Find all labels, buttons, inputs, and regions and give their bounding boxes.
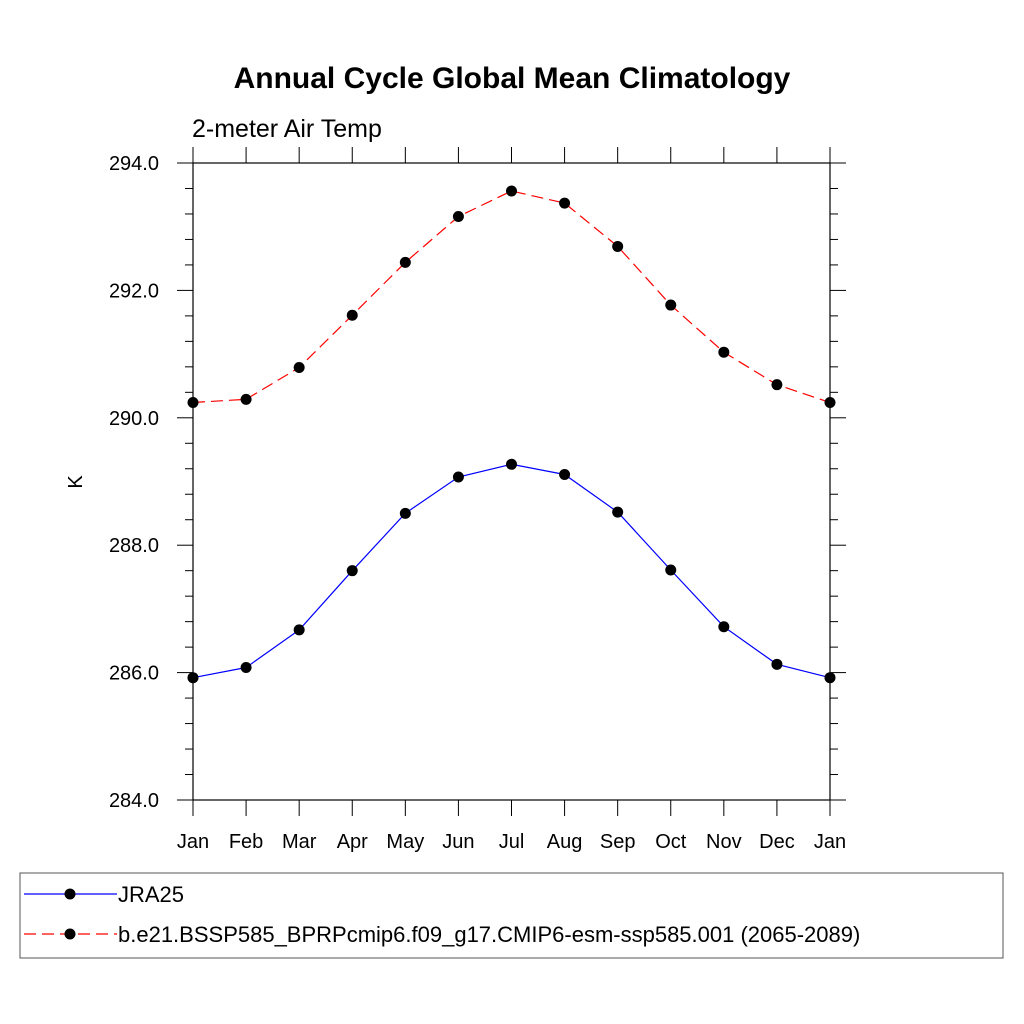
data-point-marker [612,506,624,518]
data-point-marker [187,397,199,409]
data-point-marker [293,624,305,636]
data-point-marker [506,185,517,197]
data-point-marker [559,197,571,209]
x-tick-label: Jan [177,831,209,853]
axis-ticks: 284.0 286.0 288.0 290.0 292.0 294.0 Jan Feb Mar A… [109,147,846,853]
x-tick-label: May [386,831,424,853]
series-cmip6-ssp585 [187,185,836,409]
x-tick-label: Nov [706,831,742,853]
data-point-marker [240,662,252,674]
x-tick-label: Mar [282,831,317,853]
legend-marker [64,928,76,940]
data-point-marker [718,346,730,358]
legend: JRA25 b.e21.BSSP585_BPRPcmip6.f09_g17.CMI… [19,872,1004,959]
data-point-marker [612,240,624,252]
y-axis-label: K [65,475,87,489]
legend-box [19,872,1004,959]
plot-frame [192,162,831,801]
x-tick-label: Jan [814,831,846,853]
legend-label: b.e21.BSSP585_BPRPcmip6.f09_g17.CMIP6-es… [118,922,860,947]
x-tick-label: Oct [655,831,687,853]
data-point-marker [346,309,358,321]
series-line [192,463,831,679]
x-tick-label: Apr [337,831,368,853]
data-point-marker [718,621,730,633]
legend-label: JRA25 [118,882,184,907]
data-point-marker [771,658,783,670]
y-tick-label: 294.0 [109,153,159,175]
data-point-marker [240,393,252,405]
data-point-marker [346,565,358,577]
data-point-marker [824,397,836,409]
data-point-marker [771,379,783,391]
data-point-marker [399,256,411,268]
legend-marker [64,888,76,900]
data-point-marker [506,458,517,470]
data-point-marker [559,468,571,480]
x-tick-label: Dec [759,831,795,853]
chart-subtitle: 2-meter Air Temp [192,115,382,143]
x-tick-label: Feb [229,831,263,853]
y-tick-label: 292.0 [109,280,159,302]
data-point-marker [399,507,411,519]
y-tick-label: 290.0 [109,408,159,430]
x-tick-label: Sep [600,831,636,853]
series-jra25 [187,458,836,684]
data-point-marker [452,211,464,223]
data-point-marker [824,672,836,684]
data-point-marker [293,361,305,373]
chart-title: Annual Cycle Global Mean Climatology [234,62,791,95]
y-tick-label: 286.0 [109,663,159,685]
y-tick-label: 288.0 [109,535,159,557]
data-point-marker [187,672,199,684]
y-tick-label: 284.0 [109,790,159,812]
series-layer [187,185,836,684]
series-line [192,190,831,404]
x-tick-label: Jul [499,831,525,853]
data-point-marker [665,564,677,576]
x-tick-label: Aug [547,831,583,853]
data-point-marker [452,471,464,483]
x-tick-label: Jun [442,831,474,853]
data-point-marker [665,299,677,311]
